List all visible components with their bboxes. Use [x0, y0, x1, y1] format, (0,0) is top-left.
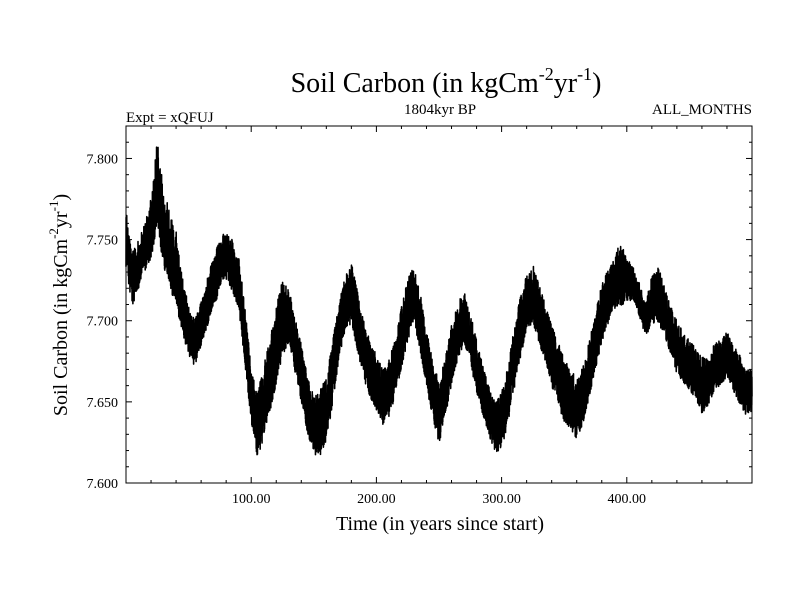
x-tick-label: 300.00: [482, 492, 521, 507]
subtitle-left: Expt = xQFUJ: [126, 110, 214, 126]
x-tick-label: 400.00: [608, 492, 647, 507]
y-tick-label: 7.700: [87, 315, 119, 330]
series-line-soil-carbon: [125, 146, 753, 456]
y-axis-label: Soil Carbon (in kgCm-2yr-1): [46, 194, 72, 416]
chart-title: Soil Carbon (in kgCm-2yr-1): [291, 64, 602, 99]
series-group: [125, 146, 753, 456]
subtitle-center: 1804kyr BP: [404, 102, 476, 118]
y-tick-label: 7.600: [87, 477, 119, 492]
y-tick-label: 7.800: [87, 152, 119, 167]
y-tick-label: 7.650: [87, 396, 119, 411]
subtitle-right: ALL_MONTHS: [652, 102, 752, 118]
x-axis: 100.00 200.00 300.00 400.00: [150, 126, 728, 507]
x-axis-label: Time (in years since start): [336, 513, 544, 535]
x-tick-label: 200.00: [357, 492, 396, 507]
y-axis: 7.600 7.650 7.700 7.750 7.800: [87, 141, 752, 492]
y-tick-label: 7.750: [87, 234, 119, 249]
x-tick-label: 100.00: [232, 492, 271, 507]
